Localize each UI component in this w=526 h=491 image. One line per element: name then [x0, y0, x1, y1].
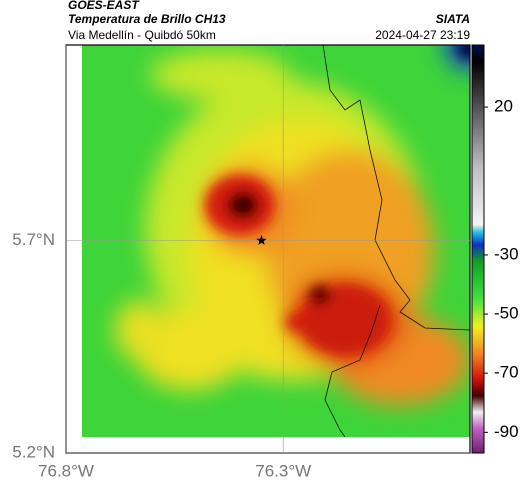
colorbar	[471, 44, 485, 454]
timestamp: 2024-04-27 23:19	[375, 28, 470, 42]
colorbar-label: 20	[494, 97, 513, 116]
subtitle: Via Medellín - Quibdó 50km	[68, 28, 216, 42]
colorbar-label: -30	[494, 244, 519, 263]
lon-label: 76.8°W	[38, 461, 94, 480]
lon-label: 76.3°W	[255, 461, 311, 480]
location-marker	[256, 235, 267, 245]
colorbar-label: -50	[494, 304, 519, 323]
lat-label: 5.2°N	[12, 442, 55, 461]
colorbar-label: -70	[494, 363, 519, 382]
title: Temperatura de Brillo CH13	[68, 12, 226, 26]
brand: SIATA	[436, 12, 470, 26]
lat-label: 5.7°N	[12, 230, 55, 249]
colorbar-label: -90	[494, 422, 519, 441]
brightness-field	[82, 45, 470, 437]
source: GOES-EAST	[68, 0, 140, 12]
